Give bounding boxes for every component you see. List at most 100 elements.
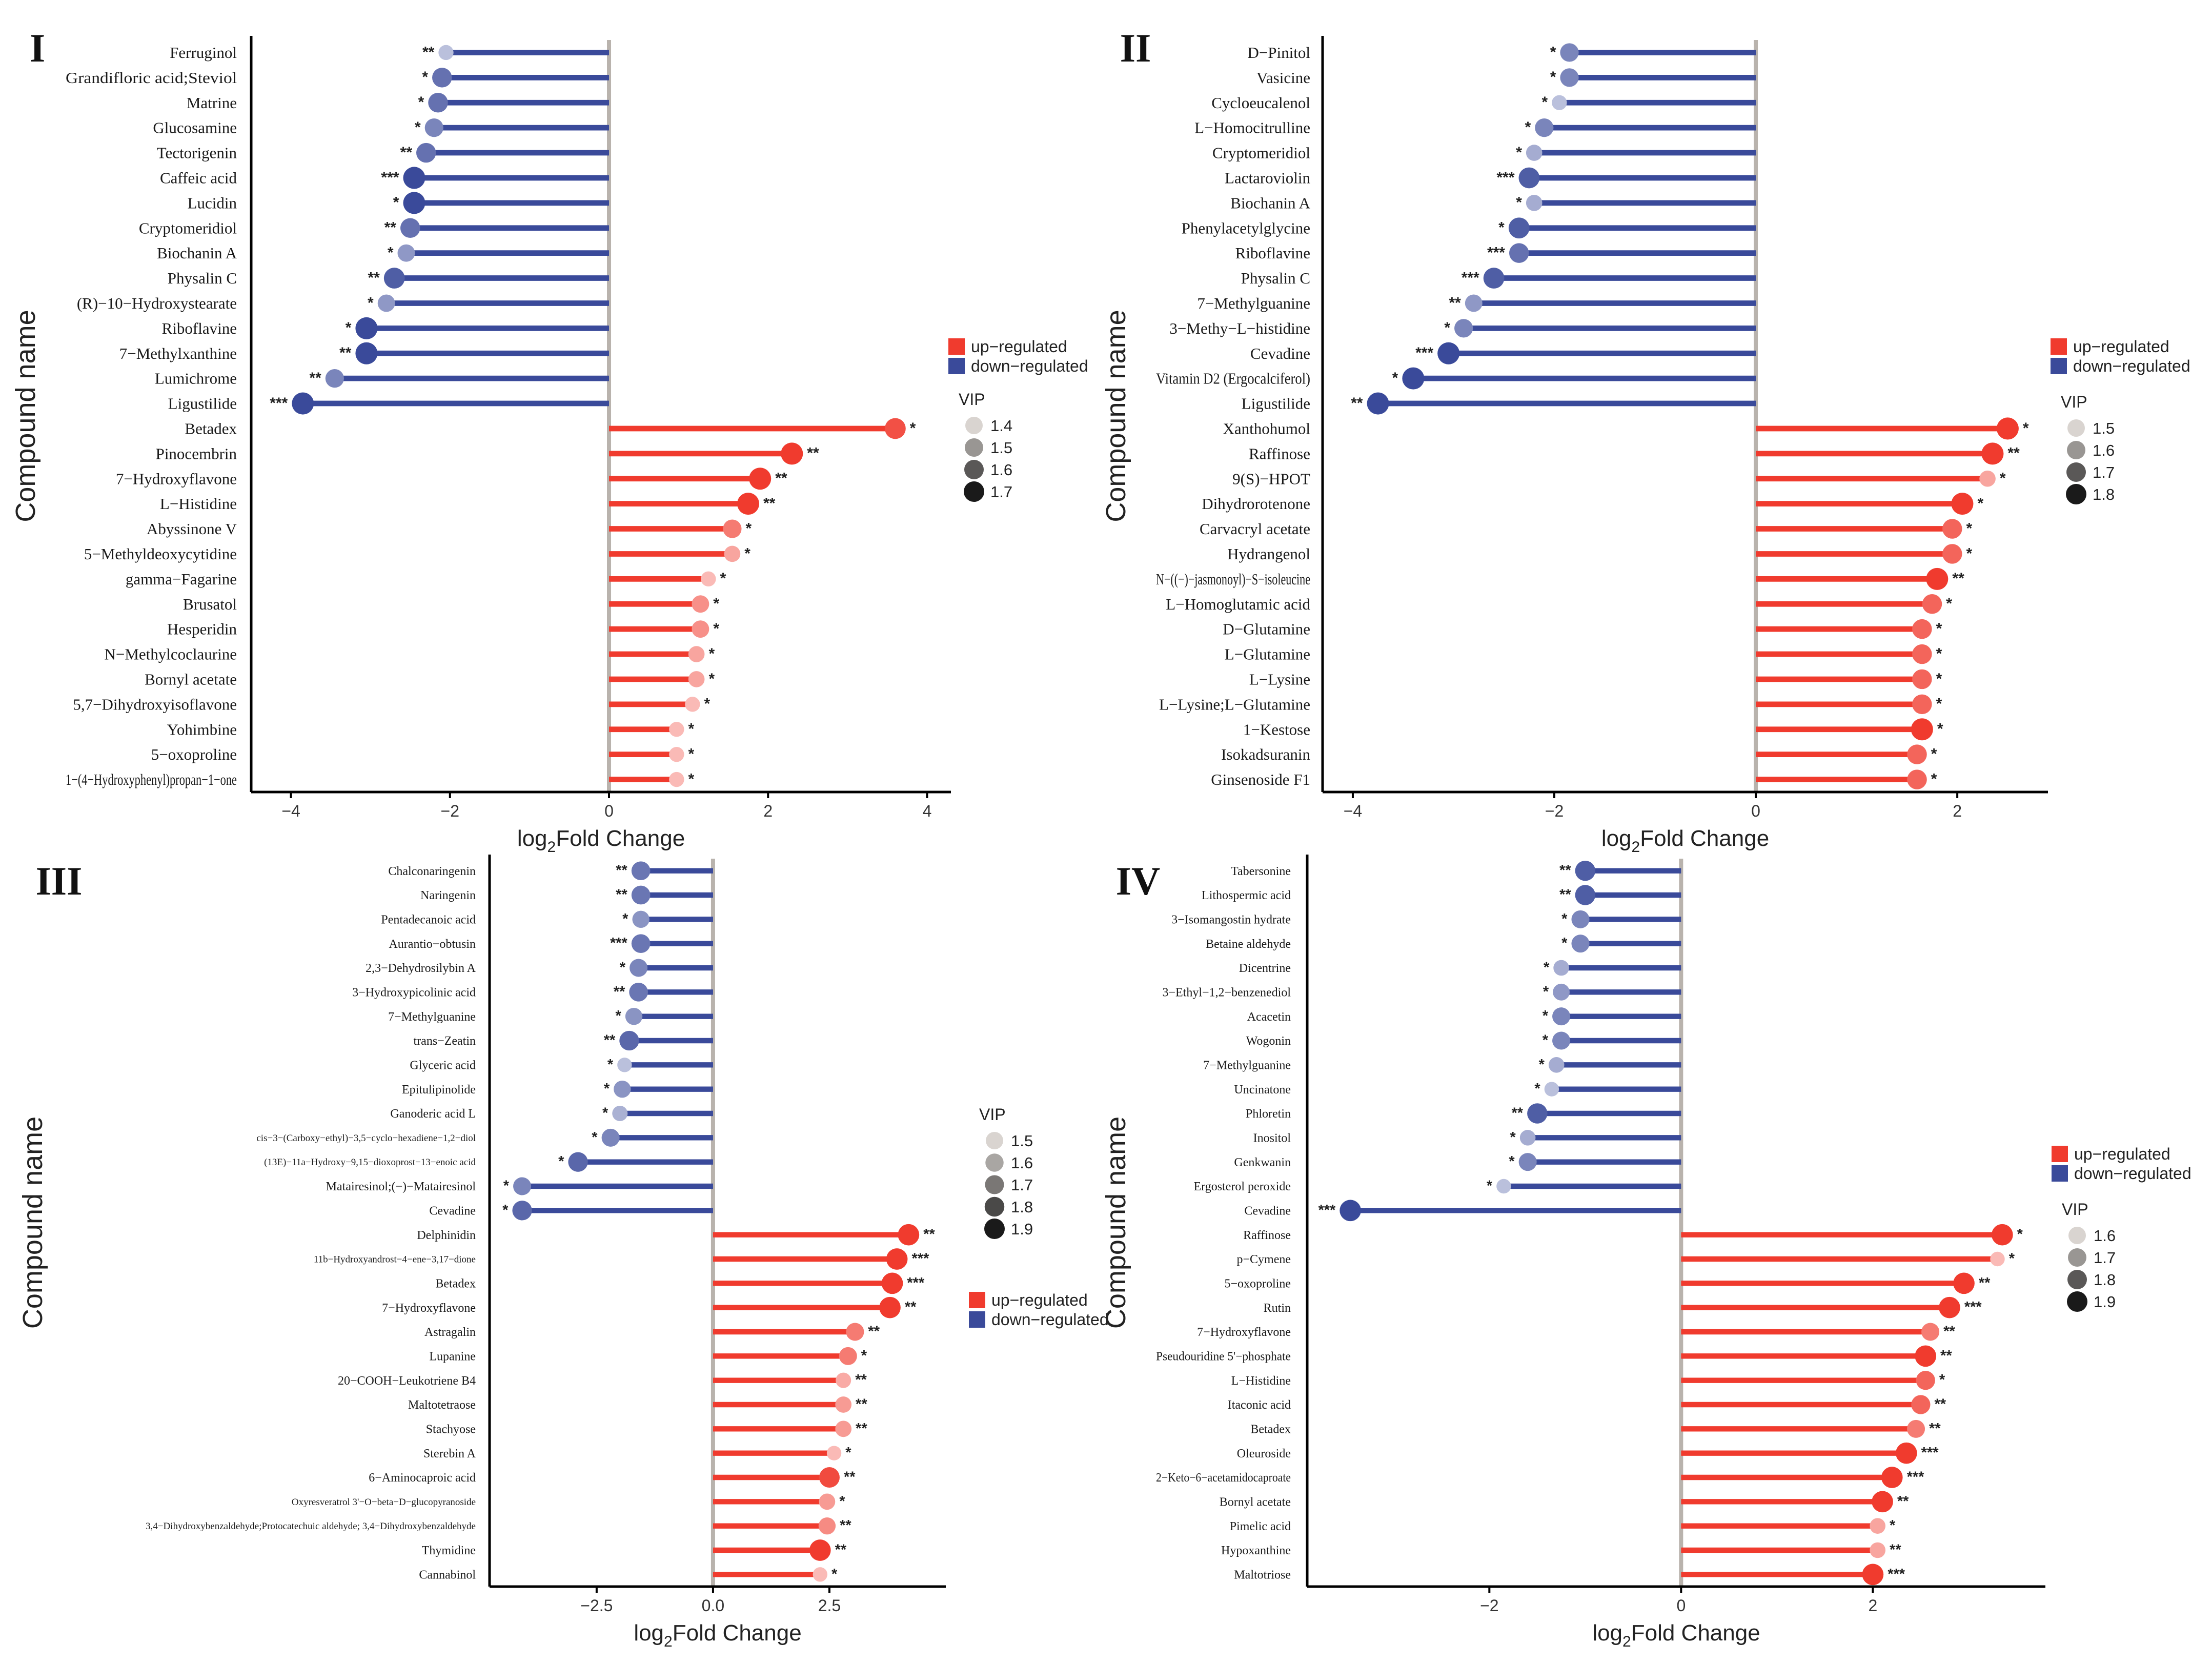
vip-legend-dot [2068,1248,2086,1267]
compound-row: * Wogonin [1246,1031,1681,1050]
compound-name: Dihydrorotenone [1202,495,1310,513]
compound-row: * L−Homocitrulline [1194,118,1756,137]
x-axis-title-rest: Fold Change [556,826,685,851]
compound-row: ** Lumichrome [155,369,610,388]
lollipop-dot [749,468,772,490]
lollipop-dot [568,1152,588,1172]
compound-name: Wogonin [1246,1034,1291,1048]
legend-down-swatch [969,1311,985,1328]
significance-stars: * [1931,745,1937,762]
compound-name: Glyceric acid [410,1059,476,1072]
lollipop-dot [612,1105,628,1122]
compound-name: 5−Methyldeoxycytidine [84,545,237,563]
significance-stars: ** [807,445,819,462]
compound-name: 3−Hydroxypicolinic acid [352,986,476,999]
x-tick-label: −2 [1480,1596,1498,1615]
compound-row: * Glucosamine [153,118,610,137]
lollipop-dot [1979,470,1996,487]
lollipop-dot [438,45,454,60]
compound-row: * Grandifloric acid;Steviol [66,68,610,88]
compound-name: Matairesinol;(−)−Matairesinol [326,1180,476,1193]
lollipop-dot [400,218,420,238]
significance-stars: * [1890,1517,1896,1534]
lollipop-dot [1942,519,1962,539]
compound-name: Sterebin A [423,1447,476,1460]
significance-stars: * [388,244,394,261]
significance-stars: ** [400,144,413,161]
compound-row: * Xanthohumol [1223,417,2029,440]
lollipop-dot [836,1372,851,1388]
significance-stars: ** [855,1372,867,1388]
significance-stars: * [845,1445,851,1461]
lollipop-dot [1544,1082,1559,1097]
compound-row: * cis−3−(Carboxy−ethyl)−3,5−cyclo−hexadie… [256,1128,713,1147]
compound-row: * Sterebin A [423,1445,851,1461]
compound-name: (13E)−11a−Hydroxy−9,15−dioxoprost−13−eno… [264,1157,476,1168]
vip-legend-dot [2066,484,2086,504]
significance-stars: ** [368,269,380,286]
lollipop-dot [669,722,684,737]
significance-stars: ** [2007,445,2020,462]
compound-row: ** 7−Methylguanine [1197,294,1756,312]
compound-row: ** Cryptomeridiol [139,218,610,238]
lollipop-dot [1990,1251,2005,1267]
compound-name: 1−Kestose [1243,720,1310,738]
compound-row: ** Astragalin [424,1323,880,1341]
compound-row: * Yohimbine [167,720,695,738]
significance-stars: * [1939,1372,1945,1388]
lollipop-dot [1519,1130,1536,1146]
significance-stars: ** [868,1324,880,1340]
compound-row: ** 7−Hydroxyflavone [1197,1323,1955,1341]
lollipop-dot [1907,1419,1925,1438]
legend-down-swatch [2051,358,2067,374]
significance-stars: * [1516,144,1522,161]
significance-stars: ** [384,219,397,236]
compound-name: (R)−10−Hydroxystearate [77,294,237,312]
significance-stars: *** [1888,1566,1905,1582]
compound-row: * Pimelic acid [1230,1517,1896,1534]
vip-legend-label: 1.7 [990,483,1012,501]
significance-stars: ** [1512,1105,1524,1122]
significance-stars: * [1561,935,1568,951]
lollipop-dot [692,595,709,613]
compound-name: L−Glutamine [1225,645,1310,663]
compound-row: *** Maltotriose [1234,1564,1905,1586]
significance-stars: * [704,696,711,713]
legend-down-swatch [2052,1165,2068,1182]
compound-name: Pimelic acid [1230,1520,1291,1533]
compound-row: * Carvacryl acetate [1200,519,1973,539]
compound-row: * Biochanin A [1230,194,1756,212]
compound-name: Maltotetraose [408,1398,476,1412]
significance-stars: ** [775,470,787,487]
compound-row: * 1−(4−Hydroxyphenyl)propan−1−one [66,770,695,788]
vip-legend-label: 1.6 [990,461,1012,479]
compound-name: 3−Isomangostin hydrate [1171,913,1291,926]
compound-name: Biochanin A [157,244,237,262]
compound-name: Glucosamine [153,119,237,137]
x-tick-label: 4 [923,802,932,820]
compound-row: *** Ligustilide [168,392,610,415]
lollipop-dot [601,1128,620,1147]
compound-name: Chalconaringenin [388,865,476,878]
compound-row: *** 2−Keto−6−acetamidocaproate [1156,1467,1924,1488]
compound-name: Thymidine [422,1544,476,1557]
significance-stars: * [2000,470,2006,487]
compound-name: 7−Hydroxyflavone [382,1302,476,1315]
compound-row: * 2,3−Dehydrosilybin A [366,959,713,977]
compound-name: 5−oxoproline [1224,1277,1291,1290]
significance-stars: * [1550,44,1556,60]
lollipop-dot [688,671,705,687]
compound-name: Brusatol [183,595,237,613]
significance-stars: ** [309,370,321,387]
lollipop-dot [1508,217,1530,239]
significance-stars: * [620,960,626,976]
compound-name: Pinocembrin [156,444,237,462]
compound-row: ** 20−COOH−Leukotriene B4 [338,1372,867,1388]
significance-stars: ** [1449,294,1461,311]
x-tick-label: −4 [1344,802,1362,820]
lollipop-dot [1526,145,1543,161]
lollipop-dot [1907,769,1927,789]
lollipop-dot [1402,367,1425,390]
compound-name: Bornyl acetate [145,670,237,688]
significance-stars: * [1487,1178,1493,1194]
